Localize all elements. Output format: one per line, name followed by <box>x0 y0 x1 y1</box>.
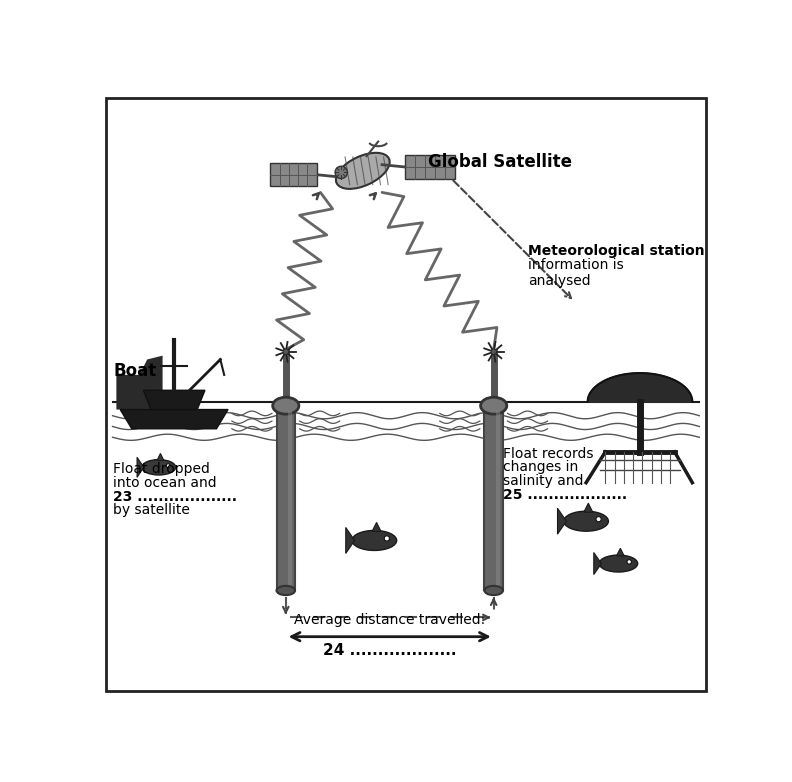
Polygon shape <box>594 553 601 575</box>
Polygon shape <box>137 457 144 477</box>
Circle shape <box>384 536 390 541</box>
Text: 25 ...................: 25 ................... <box>503 488 627 502</box>
Circle shape <box>627 560 631 564</box>
Circle shape <box>166 464 170 468</box>
Ellipse shape <box>352 530 397 551</box>
Polygon shape <box>143 390 205 410</box>
Ellipse shape <box>564 511 608 531</box>
Ellipse shape <box>485 586 503 595</box>
Text: changes in: changes in <box>503 461 578 475</box>
Polygon shape <box>116 356 162 410</box>
Text: by satellite: by satellite <box>113 504 190 518</box>
Ellipse shape <box>481 397 507 414</box>
Ellipse shape <box>600 555 638 572</box>
Text: into ocean and: into ocean and <box>113 475 217 490</box>
Polygon shape <box>120 410 228 429</box>
Text: Meteorological station: Meteorological station <box>528 244 705 258</box>
Polygon shape <box>584 503 592 512</box>
Polygon shape <box>372 522 381 532</box>
Circle shape <box>335 167 348 178</box>
Polygon shape <box>558 508 566 534</box>
Text: 24 ...................: 24 ................... <box>323 643 456 658</box>
Polygon shape <box>588 373 692 402</box>
FancyBboxPatch shape <box>406 156 455 178</box>
Bar <box>276 414 295 590</box>
Text: salinity and: salinity and <box>503 474 584 488</box>
Text: Global Satellite: Global Satellite <box>428 152 573 170</box>
Circle shape <box>596 517 601 522</box>
Polygon shape <box>346 527 355 554</box>
Bar <box>485 414 503 590</box>
Ellipse shape <box>272 397 299 414</box>
Ellipse shape <box>142 460 176 475</box>
Ellipse shape <box>276 586 295 595</box>
Text: Float dropped: Float dropped <box>113 462 210 476</box>
FancyBboxPatch shape <box>270 163 317 186</box>
Text: 23 ...................: 23 ................... <box>113 490 238 504</box>
Ellipse shape <box>336 152 390 189</box>
Polygon shape <box>616 548 624 556</box>
Text: Boat: Boat <box>113 362 157 380</box>
Text: Float records: Float records <box>503 447 593 461</box>
Polygon shape <box>157 454 164 461</box>
Text: Average distance travelled:: Average distance travelled: <box>294 613 485 627</box>
Text: information is
analysed: information is analysed <box>528 258 624 288</box>
